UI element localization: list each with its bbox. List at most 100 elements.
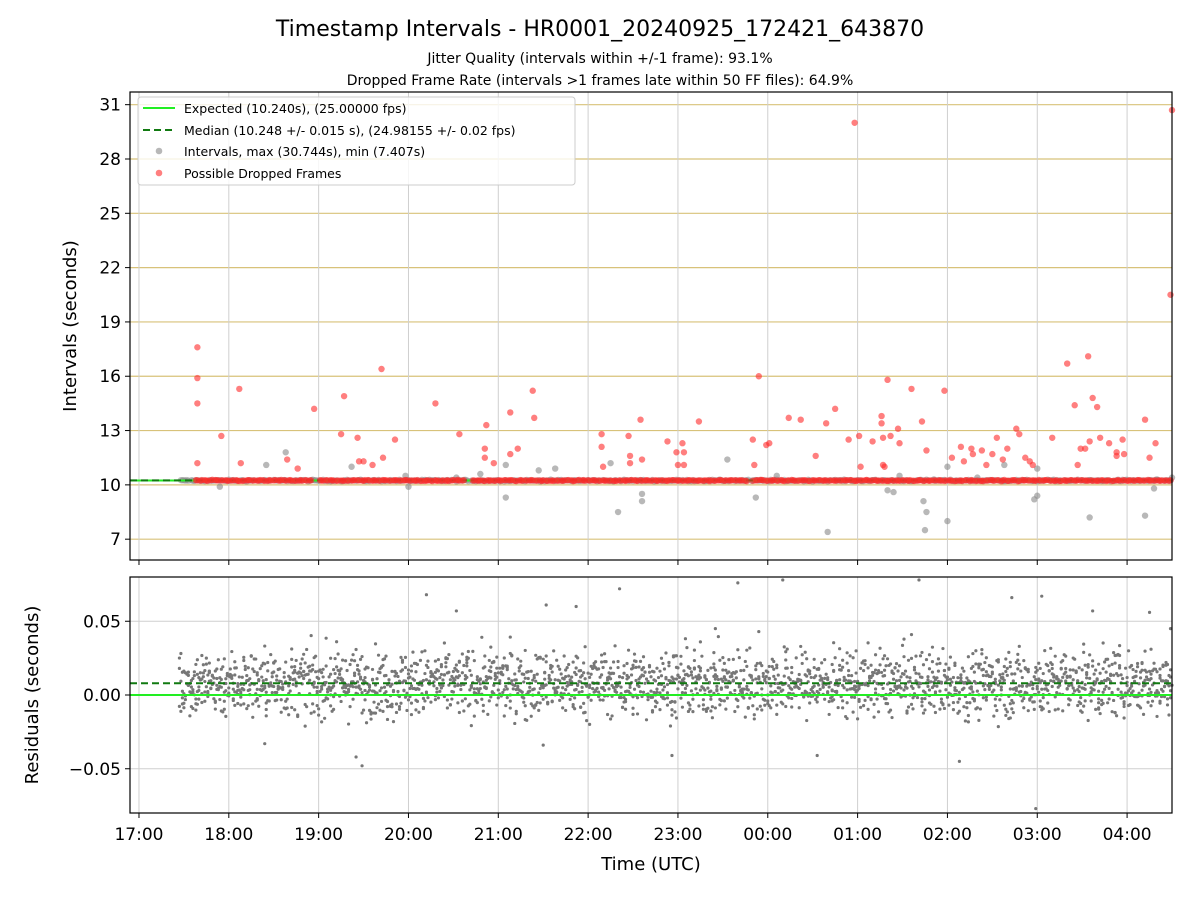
residual-point (842, 686, 846, 690)
residual-point (586, 671, 590, 675)
residual-point (582, 671, 586, 675)
residual-point (854, 671, 858, 675)
residual-point (510, 654, 514, 658)
interval-point (1034, 465, 1041, 472)
residual-point (668, 724, 673, 728)
residual-point (233, 660, 237, 664)
residual-point (599, 673, 604, 677)
dropped-frame-point (1077, 445, 1084, 452)
residual-point (987, 687, 991, 691)
residual-point (978, 662, 982, 666)
dropped-frame-point (1141, 416, 1149, 423)
residual-point (995, 708, 999, 713)
residual-point (888, 662, 893, 666)
residual-point (1071, 668, 1075, 672)
residual-point (453, 678, 457, 682)
residual-point (1035, 668, 1039, 672)
residual-point (456, 701, 460, 705)
residual-point (1032, 675, 1036, 679)
residual-point (644, 677, 649, 681)
residual-point (1061, 658, 1065, 663)
residual-point (857, 697, 861, 702)
residual-point (314, 670, 318, 674)
residual-point (896, 669, 900, 673)
residual-point (884, 664, 888, 668)
residual-point (716, 677, 720, 682)
residual-point (920, 700, 924, 704)
residual-point (231, 697, 235, 701)
residual-point (641, 655, 646, 659)
residual-point (725, 685, 729, 689)
residual-point (712, 651, 716, 655)
residual-point (665, 703, 670, 707)
dropped-frame-point (599, 463, 607, 470)
residual-point (1074, 670, 1078, 674)
residual-point (897, 678, 902, 682)
interval-point (1141, 512, 1149, 519)
residual-point (605, 678, 610, 682)
residual-point (1067, 684, 1071, 688)
residual-point (611, 660, 616, 664)
residual-point (177, 666, 182, 670)
residual-point (469, 673, 473, 677)
residual-point (785, 666, 789, 670)
residual-point (905, 686, 909, 690)
residual-point (1161, 663, 1165, 667)
residual-point (718, 703, 722, 707)
residual-point (390, 682, 394, 686)
residual-point (754, 664, 758, 668)
residual-point (700, 654, 704, 658)
dropped-frame-point (878, 420, 885, 427)
residual-point (486, 712, 490, 716)
residual-point (965, 701, 969, 705)
residual-point (1046, 701, 1050, 705)
residual-point (457, 659, 461, 663)
residual-point (514, 709, 518, 713)
residual-point (1046, 663, 1050, 668)
interval-point (614, 508, 622, 516)
residual-point (620, 705, 625, 710)
residual-point (872, 715, 876, 719)
residual-point (673, 710, 677, 714)
residual-point (1100, 698, 1104, 702)
residual-point (282, 671, 286, 675)
residual-point (721, 656, 725, 660)
residual-point (559, 672, 563, 676)
residual-point (315, 689, 319, 694)
residual-point (228, 667, 232, 671)
residual-point (279, 710, 283, 714)
residual-point (1149, 704, 1153, 708)
residual-point (745, 648, 749, 652)
residual-point (722, 699, 726, 703)
residual-point (742, 687, 746, 691)
dropped-frame-point (310, 405, 318, 413)
residual-point (965, 706, 969, 710)
interval-point (884, 487, 891, 494)
residual-point (757, 677, 761, 681)
dropped-frame-point (1096, 434, 1104, 441)
residual-point (370, 678, 375, 682)
residual-point (1017, 684, 1021, 688)
x-tick-label: 02:00 (923, 825, 972, 845)
residual-point (996, 660, 1000, 664)
residual-point (601, 698, 605, 702)
residual-point (1097, 697, 1101, 701)
residual-point (219, 685, 223, 689)
residual-point (290, 657, 294, 662)
residual-point (498, 666, 502, 670)
residual-point (379, 686, 384, 690)
residual-point (580, 673, 584, 678)
residual-point (836, 705, 840, 710)
residual-point (1109, 673, 1113, 678)
residual-point (357, 669, 361, 673)
residual-point (429, 700, 433, 704)
residual-point (646, 698, 650, 702)
residual-point (873, 691, 878, 695)
residual-point (433, 698, 438, 702)
residual-point (950, 680, 954, 684)
residual-point (924, 657, 929, 662)
bottom-y-tick-label: 0.05 (83, 612, 121, 632)
residual-point (550, 670, 554, 674)
residual-point (349, 658, 354, 662)
residual-point (1131, 667, 1135, 672)
